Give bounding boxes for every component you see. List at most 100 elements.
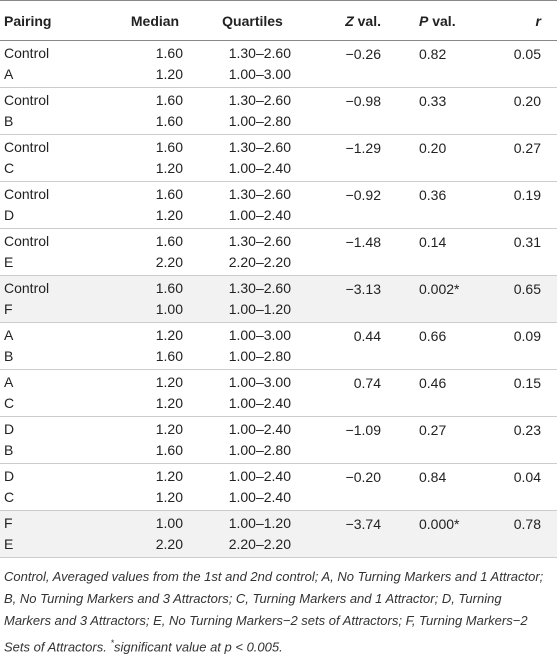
quartiles: 1.00–2.40 xyxy=(228,395,291,411)
quartiles: 1.00–2.40 xyxy=(228,489,291,505)
median: 1.20 xyxy=(155,66,183,82)
z-value: −0.92 xyxy=(345,187,381,203)
median-cell: 1.20 1.60 xyxy=(110,323,200,370)
table-header: Pairing Median Quartiles Z val. P val. r xyxy=(0,0,557,41)
pairing: C xyxy=(4,489,15,505)
median-cell: 1.60 2.20 xyxy=(110,229,200,276)
pairing: D xyxy=(4,421,15,437)
quartiles: 1.00–1.20 xyxy=(228,515,291,531)
r-value: 0.31 xyxy=(513,234,541,250)
quartiles: 1.30–2.60 xyxy=(228,92,291,108)
column-header: Quartiles xyxy=(222,12,283,29)
z-value: −3.74 xyxy=(345,516,381,532)
pairing: Control xyxy=(4,45,50,61)
quartiles: 1.00–2.40 xyxy=(228,160,291,176)
r-value: 0.20 xyxy=(513,93,541,109)
p-value: 0.66 xyxy=(419,328,447,344)
pairing: D xyxy=(4,207,15,223)
median: 1.20 xyxy=(155,421,183,437)
pairing-cell: Control D xyxy=(0,182,110,229)
column-header-symbol: r xyxy=(535,12,541,29)
pairing: E xyxy=(4,536,14,552)
pairing: Control xyxy=(4,280,50,296)
table-row: D C 1.20 1.20 1.00–2.40 1.00–2.40 −0.20 0.84 0.0… xyxy=(0,464,557,511)
z-cell: −3.13 xyxy=(305,276,395,323)
r-value: 0.65 xyxy=(513,281,541,297)
quartiles: 1.00–3.00 xyxy=(228,327,291,343)
r-value: 0.04 xyxy=(513,469,541,485)
footnote-note: significant value at p < 0.005. xyxy=(113,639,283,655)
quartiles-cell: 1.00–3.00 1.00–2.80 xyxy=(200,323,305,370)
r-cell: 0.20 xyxy=(480,88,557,135)
r-cell: 0.19 xyxy=(480,182,557,229)
z-value: 0.44 xyxy=(353,328,381,344)
table-row: Control C 1.60 1.20 1.30–2.60 1.00–2.40 −1.29 0… xyxy=(0,135,557,182)
p-value: 0.33 xyxy=(419,93,447,109)
table-row: Control D 1.60 1.20 1.30–2.60 1.00–2.40 −0.92 0… xyxy=(0,182,557,229)
p-cell: 0.82 xyxy=(395,41,480,88)
column-header-symbol: P xyxy=(419,12,429,29)
z-value: −0.26 xyxy=(345,46,381,62)
median: 1.20 xyxy=(155,327,183,343)
quartiles: 2.20–2.20 xyxy=(228,254,291,270)
quartiles-cell: 1.00–3.00 1.00–2.40 xyxy=(200,370,305,417)
r-cell: 0.04 xyxy=(480,464,557,511)
p-cell: 0.14 xyxy=(395,229,480,276)
pairing: B xyxy=(4,348,14,364)
r-value: 0.05 xyxy=(513,46,541,62)
z-value: −0.98 xyxy=(345,93,381,109)
table-row: Control B 1.60 1.60 1.30–2.60 1.00–2.80 −0.98 0… xyxy=(0,88,557,135)
p-cell: 0.36 xyxy=(395,182,480,229)
quartiles: 1.00–2.40 xyxy=(228,421,291,437)
median-cell: 1.20 1.20 xyxy=(110,464,200,511)
quartiles-cell: 1.30–2.60 1.00–2.40 xyxy=(200,135,305,182)
p-value: 0.000* xyxy=(419,516,460,532)
quartiles-cell: 1.00–2.40 1.00–2.40 xyxy=(200,464,305,511)
median: 1.60 xyxy=(155,233,183,249)
median: 1.20 xyxy=(155,489,183,505)
p-cell: 0.27 xyxy=(395,417,480,464)
table-row: Control A 1.60 1.20 1.30–2.60 1.00–3.00 −0.26 0… xyxy=(0,41,557,88)
p-cell: 0.20 xyxy=(395,135,480,182)
median: 2.20 xyxy=(155,254,183,270)
p-value: 0.46 xyxy=(419,375,447,391)
median: 1.20 xyxy=(155,468,183,484)
r-value: 0.15 xyxy=(513,375,541,391)
column-header-text: val. xyxy=(353,12,381,29)
median-cell: 1.60 1.20 xyxy=(110,182,200,229)
column-header: Pairing xyxy=(4,12,52,29)
median: 1.20 xyxy=(155,207,183,223)
quartiles-cell: 1.00–1.20 2.20–2.20 xyxy=(200,511,305,558)
table-row: Control F 1.60 1.00 1.30–2.60 1.00–1.20 −3.13 0… xyxy=(0,275,557,323)
quartiles-cell: 1.00–2.40 1.00–2.80 xyxy=(200,417,305,464)
r-value: 0.09 xyxy=(513,328,541,344)
r-cell: 0.78 xyxy=(480,511,557,558)
pairing: F xyxy=(4,301,13,317)
quartiles-cell: 1.30–2.60 2.20–2.20 xyxy=(200,229,305,276)
p-cell: 0.46 xyxy=(395,370,480,417)
table-row: Control E 1.60 2.20 1.30–2.60 2.20–2.20 −1.48 0… xyxy=(0,229,557,276)
quartiles: 1.30–2.60 xyxy=(228,139,291,155)
z-value: 0.74 xyxy=(353,375,381,391)
z-value: −3.13 xyxy=(345,281,381,297)
quartiles: 1.00–2.80 xyxy=(228,113,291,129)
table-row: A B 1.20 1.60 1.00–3.00 1.00–2.80 0.44 0.66 0.09 xyxy=(0,323,557,370)
column-header: Median xyxy=(130,12,180,29)
pairing: E xyxy=(4,254,14,270)
median: 1.60 xyxy=(155,139,183,155)
median: 1.60 xyxy=(155,442,183,458)
p-cell: 0.84 xyxy=(395,464,480,511)
z-value: −0.20 xyxy=(345,469,381,485)
header-row: Pairing Median Quartiles Z val. P val. r xyxy=(0,0,557,41)
median-cell: 1.00 2.20 xyxy=(110,511,200,558)
z-cell: 0.74 xyxy=(305,370,395,417)
quartiles: 1.30–2.60 xyxy=(228,280,291,296)
pairing-cell: Control E xyxy=(0,229,110,276)
median: 1.20 xyxy=(155,374,183,390)
pairing: A xyxy=(4,66,14,82)
pairing: D xyxy=(4,468,15,484)
pairing: F xyxy=(4,515,13,531)
